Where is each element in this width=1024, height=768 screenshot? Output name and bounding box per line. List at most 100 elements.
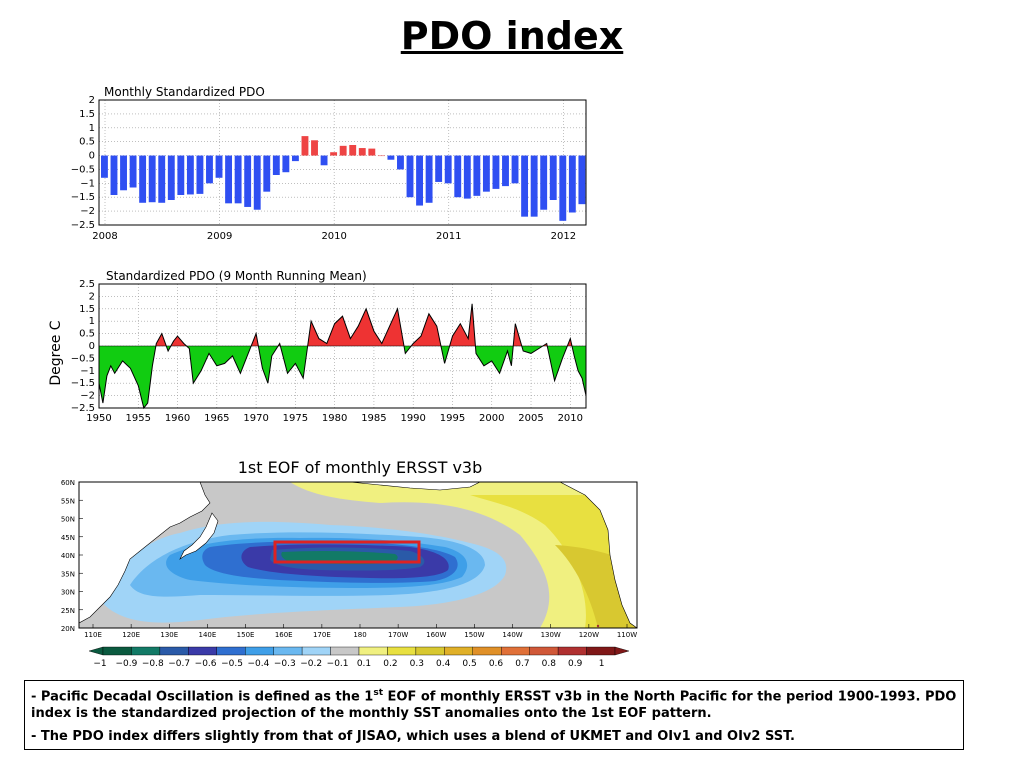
monthly-pdo-bar xyxy=(444,155,452,184)
monthly-pdo-bar xyxy=(272,155,280,175)
colorbar-segment xyxy=(245,646,274,656)
description-line-1: - Pacific Decadal Oscillation is defined… xyxy=(31,688,957,722)
colorbar-segment xyxy=(586,646,616,656)
colorbar-segment xyxy=(444,646,473,656)
running-negative-area xyxy=(99,346,586,408)
monthly-pdo-bar xyxy=(282,155,290,173)
monthly-ytick-label: 0.5 xyxy=(79,137,95,148)
colorbar-label: −1 xyxy=(93,659,106,669)
running-ytick-label: −1.5 xyxy=(71,378,95,389)
colorbar-label: 0.7 xyxy=(515,659,529,669)
monthly-pdo-bar xyxy=(377,155,385,157)
monthly-pdo-bar xyxy=(291,155,299,162)
colorbar-label: −0.6 xyxy=(195,659,217,669)
monthly-pdo-bar xyxy=(540,155,548,210)
monthly-pdo-bar xyxy=(244,155,252,207)
running-xtick-label: 2000 xyxy=(479,413,504,424)
monthly-pdo-bar xyxy=(225,155,233,204)
monthly-pdo-bar xyxy=(521,155,529,217)
map-lon-label: 160E xyxy=(275,631,293,639)
map-lon-label: 180 xyxy=(353,631,366,639)
monthly-pdo-bar xyxy=(120,155,127,191)
colorbar-segment xyxy=(159,646,189,656)
colorbar-label: 0.5 xyxy=(462,659,476,669)
monthly-ytick-label: −1.5 xyxy=(71,192,95,203)
monthly-ytick-label: 2 xyxy=(89,95,95,106)
running-ytick-label: 2.5 xyxy=(79,279,95,290)
colorbar-label: −0.5 xyxy=(221,659,243,669)
map-lat-label: 45N xyxy=(61,534,75,542)
colorbar-label: 0.3 xyxy=(410,659,424,669)
running-xtick-label: 2005 xyxy=(518,413,543,424)
colorbar-label: −0.3 xyxy=(274,659,296,669)
running-ytick-label: −0.5 xyxy=(71,353,95,364)
monthly-pdo-bar xyxy=(186,155,194,195)
colorbar-label: 0.6 xyxy=(489,659,504,669)
running-mean-pdo-chart: Standardized PDO (9 Month Running Mean) … xyxy=(48,269,587,424)
monthly-pdo-bar xyxy=(435,155,443,182)
monthly-pdo-chart: Monthly Standardized PDO 2 1.5 1 0.5 0 −0.5 −1… xyxy=(71,85,587,242)
monthly-pdo-title: Monthly Standardized PDO xyxy=(104,85,265,99)
monthly-xtick-label: 2011 xyxy=(436,231,461,242)
map-lon-label: 110W xyxy=(617,631,637,639)
eof-map-field xyxy=(79,482,637,628)
colorbar-label: 0.8 xyxy=(542,659,557,669)
monthly-xtick-label: 2009 xyxy=(207,231,232,242)
colorbar-label: 0.2 xyxy=(383,659,397,669)
colorbar-segment xyxy=(415,646,445,656)
colorbar-segment xyxy=(102,646,132,656)
running-positive-area xyxy=(155,303,575,346)
colorbar-label: 0.4 xyxy=(436,659,451,669)
running-ytick-label: −1 xyxy=(80,366,95,377)
map-lon-label: 120W xyxy=(579,631,599,639)
monthly-pdo-bar xyxy=(263,155,271,192)
running-ytick-label: −2.5 xyxy=(71,403,95,414)
monthly-ytick-label: 1.5 xyxy=(79,109,95,120)
monthly-ytick-label: −1 xyxy=(80,178,95,189)
running-xtick-label: 1985 xyxy=(361,413,386,424)
map-lat-label: 55N xyxy=(61,497,75,505)
monthly-pdo-bar xyxy=(196,155,204,194)
running-xtick-label: 2010 xyxy=(558,413,583,424)
monthly-ytick-label: −0.5 xyxy=(71,164,95,175)
monthly-pdo-bar xyxy=(330,152,338,156)
colorbar-segment xyxy=(557,646,587,656)
monthly-ytick-label: −2 xyxy=(80,206,95,217)
monthly-pdo-bar xyxy=(416,155,423,206)
monthly-pdo-bar xyxy=(511,155,519,184)
monthly-pdo-bar xyxy=(492,155,500,189)
running-ytick-label: 2 xyxy=(89,291,95,302)
monthly-pdo-bar xyxy=(139,155,147,203)
colorbar-segment xyxy=(330,646,360,656)
colorbar-segment xyxy=(131,646,161,656)
map-lat-label: 60N xyxy=(61,479,75,487)
running-xtick-label: 1980 xyxy=(322,413,347,424)
running-xtick-label: 1995 xyxy=(440,413,465,424)
running-xtick-label: 1975 xyxy=(283,413,308,424)
monthly-pdo-bar xyxy=(559,155,567,221)
monthly-pdo-bar xyxy=(215,155,223,178)
colorbar-label: −0.1 xyxy=(327,659,349,669)
map-lon-label: 120E xyxy=(122,631,140,639)
monthly-pdo-bar xyxy=(129,155,137,188)
monthly-ytick-label: −2.5 xyxy=(71,220,95,231)
map-lat-label: 30N xyxy=(61,589,75,597)
monthly-pdo-bar xyxy=(253,155,261,210)
description-box: - Pacific Decadal Oscillation is defined… xyxy=(24,680,964,750)
map-lon-label: 130E xyxy=(160,631,178,639)
running-xtick-label: 1960 xyxy=(165,413,190,424)
colorbar-label: 1 xyxy=(599,659,605,669)
eof-highlight-box xyxy=(273,540,421,564)
running-xtick-label: 1950 xyxy=(86,413,111,424)
monthly-pdo-bar xyxy=(177,155,185,195)
monthly-pdo-bar xyxy=(473,155,481,196)
monthly-pdo-bar xyxy=(349,145,357,156)
running-ytick-label: 1 xyxy=(89,316,95,327)
running-xtick-label: 1955 xyxy=(126,413,151,424)
map-lon-label: 160W xyxy=(426,631,446,639)
monthly-pdo-bar xyxy=(482,155,490,192)
map-lon-label: 110E xyxy=(84,631,102,639)
monthly-pdo-bar xyxy=(578,155,586,205)
running-xtick-label: 1965 xyxy=(204,413,229,424)
monthly-pdo-bar xyxy=(425,155,433,203)
